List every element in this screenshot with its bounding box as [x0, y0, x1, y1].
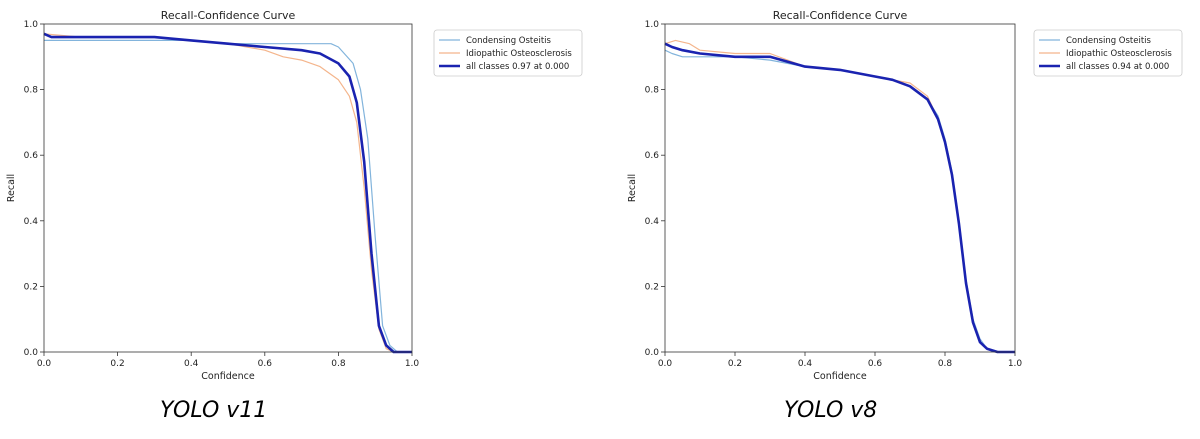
chart-caption: YOLO v11: [160, 398, 268, 423]
chart-panel-yolo-v8: Recall-Confidence Curve 0.0 0.2 0.4 0.6 0.8 1.…: [620, 0, 1200, 439]
x-tick-label: 0.4: [184, 359, 199, 369]
y-tick-label: 0.0: [645, 348, 660, 358]
y-tick-label: 0.0: [24, 348, 39, 358]
series-line-3: [664, 42, 1015, 354]
series-line-2: [43, 33, 412, 353]
y-axis-label: Recall: [627, 174, 638, 202]
recall-confidence-chart: Recall-Confidence Curve 0.0 0.2 0.4 0.6 0.8 1.…: [627, 9, 1183, 382]
legend-entry-label: all classes 0.94 at 0.000: [1066, 62, 1169, 72]
legend-entry-label: Condensing Osteitis: [466, 36, 552, 46]
x-tick-label: 0.2: [110, 359, 124, 369]
chart-panel-yolo-v11: Recall-Confidence Curve 0.0 0.2 0.4 0.6 0.8 1.…: [6, 9, 583, 423]
x-tick-label: 0.4: [798, 359, 813, 369]
recall-confidence-chart: Recall-Confidence Curve 0.0 0.2 0.4 0.6 0.8 1.…: [6, 9, 583, 382]
legend-entry-label: all classes 0.97 at 0.000: [466, 62, 569, 72]
y-tick-label: 0.2: [24, 282, 38, 292]
legend-box: [1033, 29, 1183, 77]
y-tick-label: 0.6: [24, 151, 39, 161]
plot-frame: [43, 23, 413, 353]
x-tick-label: 1.0: [405, 359, 420, 369]
plot-frame: [664, 23, 1016, 353]
chart-caption: YOLO v8: [784, 398, 878, 423]
x-tick-label: 0.6: [868, 359, 883, 369]
y-tick-label: 0.6: [645, 151, 660, 161]
chart-title: Recall-Confidence Curve: [161, 9, 296, 22]
legend: Condensing Osteitis Idiopathic Osteoscler…: [1033, 29, 1183, 77]
series-line-1: [664, 49, 1015, 353]
x-tick-label: 0.2: [728, 359, 742, 369]
x-tick-label: 0.8: [938, 359, 953, 369]
series-line-3: [43, 32, 412, 354]
x-tick-label: 1.0: [1008, 359, 1023, 369]
x-axis-label: Confidence: [813, 371, 867, 382]
x-axis-label: Confidence: [201, 371, 255, 382]
y-tick-label: 0.4: [24, 217, 39, 227]
y-tick-label: 1.0: [24, 20, 39, 30]
x-tick-label: 0.0: [37, 359, 52, 369]
series-line-2: [664, 39, 1015, 353]
legend: Condensing Osteitis Idiopathic Osteoscler…: [433, 29, 583, 77]
x-tick-label: 0.6: [258, 359, 273, 369]
legend-entry-label: Idiopathic Osteosclerosis: [1066, 49, 1172, 59]
y-tick-label: 0.8: [645, 86, 660, 96]
x-tick-label: 0.8: [331, 359, 346, 369]
legend-entry-label: Idiopathic Osteosclerosis: [466, 49, 572, 59]
y-tick-label: 0.8: [24, 86, 39, 96]
legend-entry-label: Condensing Osteitis: [1066, 36, 1152, 46]
x-tick-label: 0.0: [658, 359, 673, 369]
y-tick-label: 0.2: [645, 282, 659, 292]
series-line-1: [44, 39, 412, 353]
chart-title: Recall-Confidence Curve: [773, 9, 908, 22]
y-axis-label: Recall: [6, 174, 17, 202]
legend-box: [433, 29, 583, 77]
y-tick-label: 1.0: [645, 20, 660, 30]
y-tick-label: 0.4: [645, 217, 660, 227]
